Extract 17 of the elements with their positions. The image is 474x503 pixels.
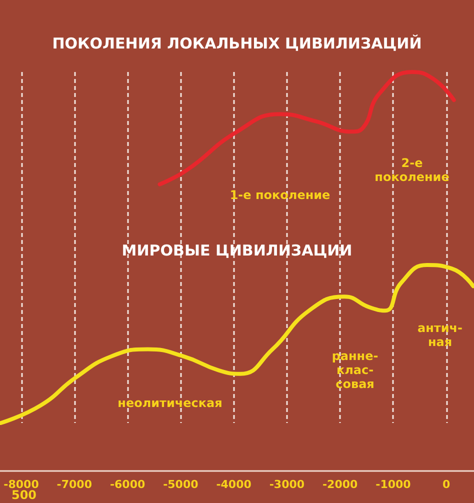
x-tick-label: -1000 (376, 478, 412, 491)
x-tick-label: -5000 (163, 478, 199, 491)
x-tick-label: -6000 (110, 478, 146, 491)
annotation: 1-е поколение (230, 188, 330, 202)
x-tick-label: -2000 (322, 478, 358, 491)
series-label: ПОКОЛЕНИЯ ЛОКАЛЬНЫХ ЦИВИЛИЗАЦИЙ (52, 34, 422, 52)
x-tick-label: -8000 (4, 478, 40, 491)
x-tick-label: -3000 (269, 478, 305, 491)
text: МИРОВЫЕ ЦИВИЛИЗАЦИИ (122, 242, 352, 260)
annotation: ранне- клас- совая (332, 349, 378, 391)
annotation: 2-е поколение (374, 156, 450, 184)
x-tick-label: -7000 (56, 478, 92, 491)
x-tick-label: 0 (442, 478, 451, 491)
annotation: антич- ная (418, 321, 462, 349)
x-tick-label: -4000 (216, 478, 252, 491)
annotation: неолитическая (118, 396, 222, 410)
text: 500 (11, 488, 37, 502)
